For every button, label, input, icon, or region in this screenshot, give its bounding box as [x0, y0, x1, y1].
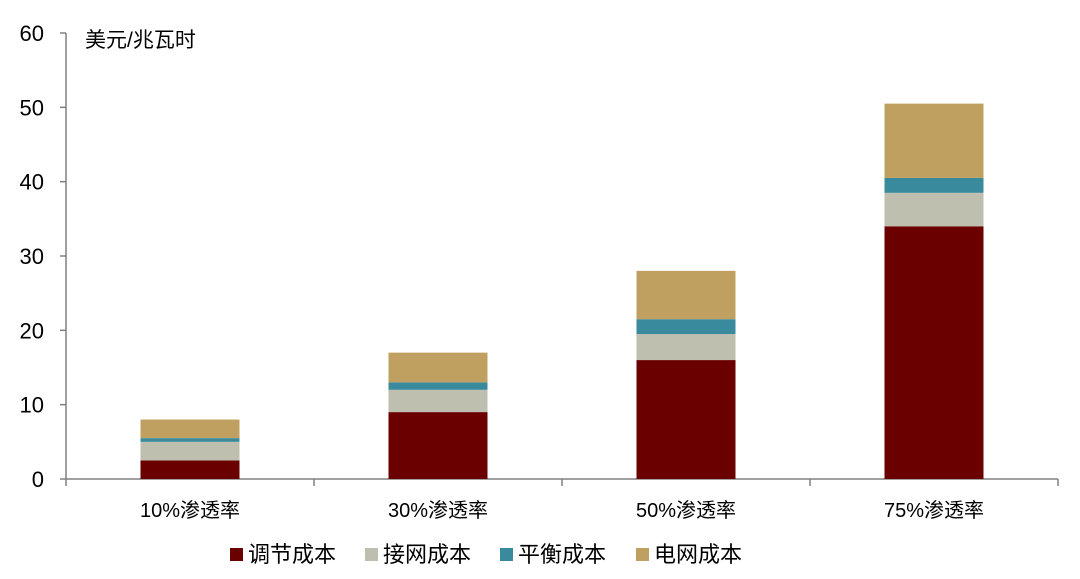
- legend-swatch: [636, 548, 649, 561]
- bar-segment: [140, 438, 240, 442]
- bar-segment: [388, 382, 488, 390]
- bar-segment: [388, 389, 488, 413]
- y-tick-label: 20: [20, 318, 44, 343]
- legend-label: 调节成本: [248, 542, 336, 567]
- bar-segment: [636, 334, 736, 361]
- y-tick-label: 10: [20, 393, 44, 418]
- y-tick-label: 40: [20, 170, 44, 195]
- bar-segment: [636, 319, 736, 335]
- bar-segment: [636, 360, 736, 479]
- bar-segment: [140, 419, 240, 439]
- x-axis-labels: 10%渗透率 30%渗透率 50%渗透率 75%渗透率: [140, 499, 984, 522]
- bar-segment: [140, 441, 240, 461]
- legend-swatch: [230, 548, 243, 561]
- x-tick-label: 75%渗透率: [884, 499, 984, 522]
- y-tick-label: 30: [20, 244, 44, 269]
- bar-segment: [884, 177, 984, 193]
- bar-segment: [884, 226, 984, 479]
- legend: 调节成本 接网成本 平衡成本 电网成本: [230, 542, 742, 567]
- bars: [140, 103, 984, 479]
- bar-segment: [636, 270, 736, 320]
- bar-segment: [140, 460, 240, 479]
- legend-label: 电网成本: [654, 542, 742, 567]
- y-tick-label: 50: [20, 95, 44, 120]
- legend-label: 接网成本: [383, 542, 471, 567]
- y-tick-label: 60: [20, 21, 44, 46]
- legend-swatch: [500, 548, 513, 561]
- bar-segment: [388, 352, 488, 383]
- x-tick-label: 50%渗透率: [636, 499, 736, 522]
- legend-label: 平衡成本: [518, 542, 606, 567]
- bar-segment: [884, 192, 984, 227]
- bar-segment: [884, 103, 984, 178]
- y-tick-label: 0: [32, 467, 44, 492]
- legend-swatch: [365, 548, 378, 561]
- x-tick-label: 30%渗透率: [388, 499, 488, 522]
- unit-label: 美元/兆瓦时: [85, 29, 196, 52]
- bar-segment: [388, 412, 488, 479]
- x-tick-label: 10%渗透率: [140, 499, 240, 522]
